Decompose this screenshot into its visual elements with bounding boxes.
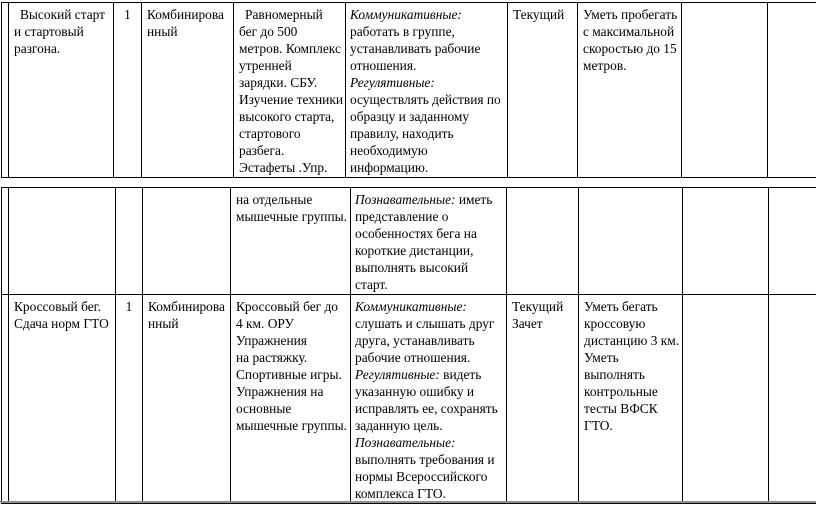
cell-lesson-type: Комбинированный bbox=[141, 2, 234, 178]
cell-empty-2 bbox=[767, 2, 816, 178]
cell-control-empty bbox=[506, 187, 579, 295]
cell-uud-continued: Познавательные: иметь представление о ос… bbox=[350, 187, 507, 295]
uud-text-cognitive: иметь представление о особенностях бега … bbox=[355, 192, 496, 292]
cell-edge-sliver bbox=[1, 294, 9, 504]
uud-text-cognitive: выполнять требования и нормы Всероссийск… bbox=[355, 435, 498, 501]
cell-empty-2 bbox=[768, 294, 816, 504]
uud-label-cognitive: Познавательные: bbox=[355, 435, 456, 450]
cell-requirements: Уметь бегать кроссовую дистанцию 3 км. У… bbox=[578, 294, 683, 504]
uud-label-communicative: Коммуникативные: bbox=[355, 299, 467, 314]
uud-paragraph-communicative: Коммуникативные: слушать и слышать друг … bbox=[355, 298, 504, 366]
cell-lesson-type: Комбинированный bbox=[142, 294, 231, 504]
cell-empty-1 bbox=[682, 294, 769, 504]
cell-content-continued: на отдельные мышечные группы. bbox=[230, 187, 351, 295]
hours-value: 1 bbox=[125, 299, 133, 314]
control-type-text: Текущий bbox=[513, 7, 565, 22]
table-row-carryover: на отдельные мышечные группы. Познавател… bbox=[1, 187, 816, 295]
uud-paragraph-cognitive: Познавательные: выполнять требования и н… bbox=[355, 434, 504, 502]
uud-label-cognitive: Познавательные: bbox=[355, 192, 456, 207]
cell-control-type: Текущий bbox=[507, 2, 578, 178]
cell-hours-empty bbox=[115, 187, 143, 295]
uud-paragraph-cognitive: Познавательные: иметь представление о ос… bbox=[355, 191, 504, 293]
cell-uud: Коммуникативные: работать в группе, уста… bbox=[345, 2, 508, 178]
cell-topic: Высокий старт и стартовый разгона. bbox=[8, 2, 114, 178]
uud-paragraph-communicative: Коммуникативные: работать в группе, уста… bbox=[350, 6, 505, 74]
requirements-text-2: Уметь выполнять контрольные тесты ВФСК Г… bbox=[584, 350, 662, 433]
page-boundary-line bbox=[0, 501, 816, 503]
uud-label-regulative: Регулятивные: bbox=[355, 367, 440, 382]
topic-text: Высокий старт и стартовый разгона. bbox=[14, 7, 109, 56]
cell-empty-2 bbox=[768, 187, 816, 295]
cell-edge-sliver bbox=[1, 187, 9, 295]
cell-topic-empty bbox=[8, 187, 116, 295]
control-type-text: Текущий Зачет bbox=[512, 299, 564, 331]
cell-empty-1 bbox=[682, 187, 769, 295]
cell-hours: 1 bbox=[113, 2, 142, 178]
cell-requirements-empty bbox=[578, 187, 683, 295]
cell-hours: 1 bbox=[115, 294, 143, 504]
uud-text-communicative: работать в группе, устанавливать рабочие… bbox=[350, 7, 484, 73]
cell-requirements: Уметь пробегать с максимальной скоростью… bbox=[577, 2, 682, 178]
cell-content: Равномерный бег до 500 метров. Комплекс … bbox=[233, 2, 346, 178]
uud-label-regulative: Регулятивные: bbox=[350, 75, 435, 90]
cell-lesson-type-empty bbox=[142, 187, 231, 295]
uud-text-regulative: видеть указанную ошибку и исправлять ее,… bbox=[355, 367, 502, 433]
cell-topic: Кроссовый бег. Сдача норм ГТО bbox=[8, 294, 116, 504]
uud-text-regulative: осуществлять действия по образцу и задан… bbox=[350, 75, 505, 175]
cell-control-type: Текущий Зачет bbox=[506, 294, 579, 504]
cell-edge-sliver bbox=[1, 2, 9, 178]
hours-value: 1 bbox=[124, 7, 131, 22]
cell-empty-1 bbox=[681, 2, 768, 178]
lesson-plan-table-bottom: на отдельные мышечные группы. Познавател… bbox=[1, 187, 816, 504]
content-text: Равномерный бег до 500 метров. Комплекс … bbox=[239, 7, 343, 175]
uud-label-communicative: Коммуникативные: bbox=[350, 7, 462, 22]
cell-uud: Коммуникативные: слушать и слышать друг … bbox=[350, 294, 507, 504]
uud-text-communicative: слушать и слышать друг друга, устанавлив… bbox=[355, 299, 498, 365]
uud-paragraph-regulative: Регулятивные: видеть указанную ошибку и … bbox=[355, 366, 504, 434]
topic-text: Кроссовый бег. Сдача норм ГТО bbox=[14, 299, 109, 331]
table-row: Высокий старт и стартовый разгона. 1 Ком… bbox=[1, 2, 816, 178]
lesson-type-text: Комбинированный bbox=[148, 299, 225, 331]
uud-paragraph-regulative: Регулятивные: осуществлять действия по о… bbox=[350, 74, 505, 176]
content-continued-text: на отдельные мышечные группы. bbox=[236, 192, 347, 224]
requirements-text-1: Уметь бегать кроссовую дистанцию 3 км. bbox=[584, 299, 680, 348]
cell-content: Кроссовый бег до 4 км. ОРУ Упражнения на… bbox=[230, 294, 351, 504]
requirements-text: Уметь пробегать с максимальной скоростью… bbox=[583, 7, 681, 73]
table-row-lesson: Кроссовый бег. Сдача норм ГТО 1 Комбинир… bbox=[1, 294, 816, 504]
content-text: Кроссовый бег до 4 км. ОРУ Упражнения на… bbox=[236, 299, 347, 433]
lesson-type-text: Комбинированный bbox=[147, 7, 224, 39]
lesson-plan-table-top: Высокий старт и стартовый разгона. 1 Ком… bbox=[1, 2, 816, 178]
